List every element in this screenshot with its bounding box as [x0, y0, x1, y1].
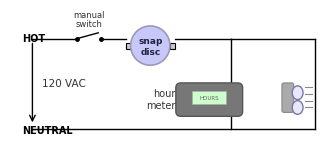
FancyBboxPatch shape — [176, 83, 243, 116]
Text: meter: meter — [147, 101, 176, 111]
Text: HOT: HOT — [23, 34, 46, 44]
Text: 120 VAC: 120 VAC — [42, 79, 86, 89]
Text: disc: disc — [140, 48, 161, 57]
Ellipse shape — [292, 86, 303, 100]
Text: HOURS: HOURS — [199, 96, 219, 101]
Text: NEUTRAL: NEUTRAL — [23, 126, 73, 136]
Text: snap: snap — [138, 37, 163, 46]
FancyBboxPatch shape — [170, 43, 175, 49]
FancyBboxPatch shape — [126, 43, 131, 49]
Text: hour: hour — [154, 89, 176, 99]
FancyBboxPatch shape — [192, 91, 226, 104]
Ellipse shape — [292, 101, 303, 114]
Text: manual: manual — [73, 11, 105, 20]
Text: switch: switch — [76, 20, 102, 30]
FancyBboxPatch shape — [282, 83, 294, 112]
Circle shape — [131, 26, 170, 65]
